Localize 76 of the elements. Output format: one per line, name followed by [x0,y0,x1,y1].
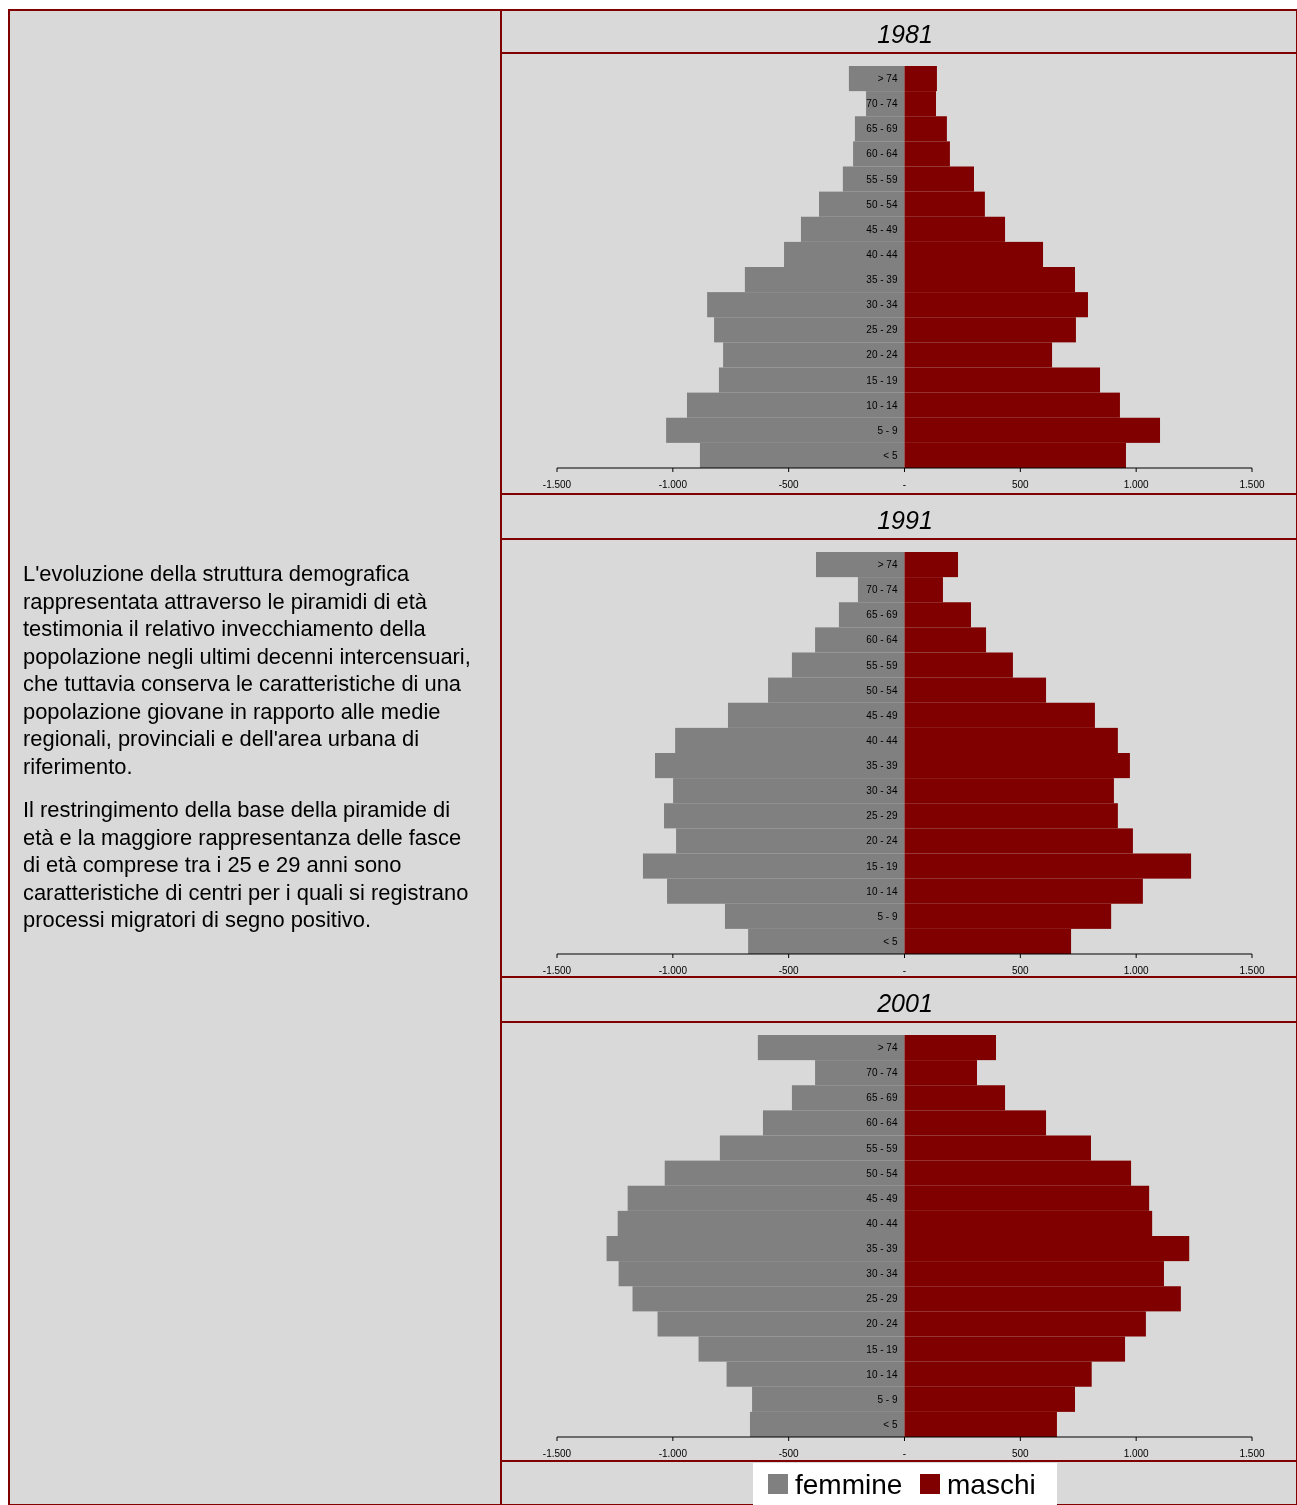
y-tick-label: 45 - 49 [866,223,898,235]
x-tick-label: 1.000 [1123,965,1150,976]
y-tick-label: 55 - 59 [866,659,898,671]
y-tick-label: 55 - 59 [866,173,898,185]
y-tick-label: 40 - 44 [866,734,898,746]
y-tick-label: 70 - 74 [866,98,898,110]
y-tick-label: 35 - 39 [866,274,898,286]
y-tick-label: 55 - 59 [866,1142,898,1154]
y-tick-label: 50 - 54 [866,198,898,210]
x-tick-label: 1.500 [1239,479,1265,490]
y-tick-label: 35 - 39 [866,760,898,772]
y-tick-label: 25 - 29 [866,810,898,822]
y-tick-label: > 74 [877,1042,898,1054]
x-tick-label: -500 [778,1448,800,1459]
y-tick-label: 20 - 24 [866,835,898,847]
chart-title: 2001 [876,989,933,1017]
x-tick-label: -1.500 [542,1448,572,1459]
chart-title: 1991 [877,506,933,534]
x-tick-label: - [902,965,907,976]
y-tick-label: 20 - 24 [866,349,898,361]
y-tick-label: 10 - 14 [866,1368,898,1380]
y-tick-label: 5 - 9 [877,910,898,922]
y-tick-label: 45 - 49 [866,1192,898,1204]
y-tick-label: 30 - 34 [866,1268,898,1280]
x-tick-label: 1.000 [1123,1448,1150,1459]
y-tick-label: 65 - 69 [866,609,898,621]
x-tick-label: 500 [1011,479,1030,490]
y-tick-label: 15 - 19 [866,860,898,872]
y-tick-label: > 74 [877,73,898,85]
x-tick-label: -1.000 [658,479,688,490]
x-tick-label: -1.000 [658,1448,688,1459]
y-tick-label: 25 - 29 [866,1293,898,1305]
y-tick-label: 5 - 9 [877,1393,898,1405]
y-tick-label: < 5 [883,935,898,947]
x-tick-label: 1.500 [1239,1448,1265,1459]
y-tick-label: 35 - 39 [866,1243,898,1255]
y-tick-label: 50 - 54 [866,1167,898,1179]
y-tick-label: 30 - 34 [866,785,898,797]
y-tick-label: 40 - 44 [866,248,898,260]
y-tick-label: 65 - 69 [866,1092,898,1104]
x-tick-label: -500 [778,479,800,490]
text: L'evoluzione della struttura demografica rappresentata attraverso le piramidi di età testimonia il relativo invecchiamento della popolazione negli ultimi decenni intercensuari, che tuttavia conserva le caratteristiche di una popolazione giovane in rapporto alle medie regionali, provinciali e dell'area urbana di riferimento. [23,560,472,780]
y-tick-label: 70 - 74 [866,584,898,596]
text: Il restringimento della base della piramide di età e la maggiore rappresentanza delle fasce di età comprese tra i 25 e 29 anni sono caratteristiche di centri per i quali si registrano processi migratori di segno positivo. [23,796,470,934]
legend-label: femmine [795,1469,903,1500]
y-tick-label: 20 - 24 [866,1318,898,1330]
x-tick-label: 1.000 [1123,479,1150,490]
y-tick-label: 15 - 19 [866,374,898,386]
y-tick-label: 40 - 44 [866,1217,898,1229]
y-tick-label: 60 - 64 [866,148,898,160]
x-tick-label: -1.500 [542,479,572,490]
y-tick-label: 70 - 74 [866,1067,898,1079]
y-tick-label: 65 - 69 [866,123,898,135]
x-tick-label: -1.500 [542,965,572,976]
y-tick-label: 5 - 9 [877,424,898,436]
x-tick-label: -1.000 [658,965,688,976]
y-tick-label: 50 - 54 [866,684,898,696]
y-tick-label: 45 - 49 [866,709,898,721]
x-tick-label: - [902,1448,907,1459]
x-tick-label: 1.500 [1239,965,1265,976]
y-tick-label: 25 - 29 [866,324,898,336]
legend-label: maschi [947,1469,1036,1500]
y-tick-label: 60 - 64 [866,1117,898,1129]
chart-title: 1981 [877,20,933,48]
x-tick-label: -500 [778,965,800,976]
y-tick-label: 15 - 19 [866,1343,898,1355]
y-tick-label: < 5 [883,1418,898,1430]
y-tick-label: > 74 [877,559,898,571]
y-tick-label: 60 - 64 [866,634,898,646]
y-tick-label: < 5 [883,449,898,461]
x-tick-label: 500 [1011,1448,1030,1459]
y-tick-label: 10 - 14 [866,399,898,411]
x-tick-label: - [902,479,907,490]
y-tick-label: 30 - 34 [866,299,898,311]
y-tick-label: 10 - 14 [866,885,898,897]
x-tick-label: 500 [1011,965,1030,976]
